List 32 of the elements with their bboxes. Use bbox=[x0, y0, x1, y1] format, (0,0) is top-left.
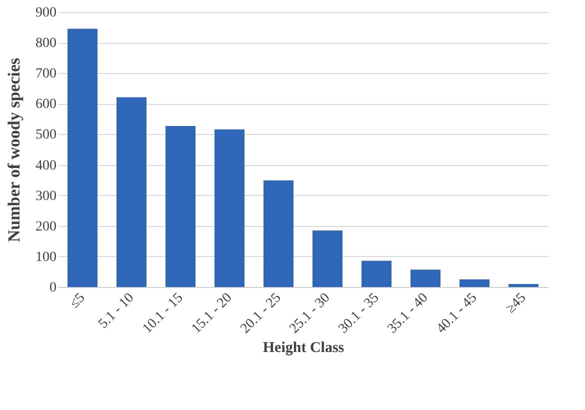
y-tick-label: 400 bbox=[36, 158, 56, 174]
bar bbox=[460, 279, 490, 287]
y-tick-label: 200 bbox=[36, 219, 56, 234]
x-tick-label: 35.1 - 40 bbox=[385, 290, 432, 337]
y-tick-label: 900 bbox=[36, 6, 56, 20]
y-tick-label: 700 bbox=[36, 66, 56, 82]
y-tick-label: 800 bbox=[36, 36, 56, 52]
x-tick-label: 25.1 - 30 bbox=[287, 290, 334, 337]
x-tick-label: 5.1 - 10 bbox=[96, 290, 138, 332]
bar bbox=[116, 97, 146, 287]
y-tick-label: 0 bbox=[50, 280, 56, 296]
x-tick-label: ≤5 bbox=[67, 290, 88, 312]
y-tick-label: 600 bbox=[36, 97, 56, 112]
y-tick-label: 300 bbox=[36, 188, 56, 204]
bar bbox=[410, 270, 440, 287]
x-tick-label: 40.1 - 45 bbox=[434, 290, 480, 337]
bar bbox=[68, 28, 98, 287]
y-tick-label: 500 bbox=[36, 128, 56, 143]
x-tick-label: 30.1 - 35 bbox=[336, 290, 382, 337]
bar bbox=[312, 230, 342, 287]
x-tick-label: 15.1 - 20 bbox=[189, 290, 236, 337]
bar bbox=[362, 260, 392, 287]
x-axis-title: Height Class bbox=[262, 340, 344, 356]
y-axis-title: Number of woody species bbox=[4, 57, 24, 242]
bar bbox=[264, 180, 294, 287]
x-tick-label: ≥45 bbox=[503, 290, 530, 316]
y-tick-label: 100 bbox=[36, 250, 56, 265]
x-tick-label: 10.1 - 15 bbox=[140, 290, 186, 337]
bar bbox=[166, 126, 196, 287]
bar bbox=[508, 284, 538, 287]
bar bbox=[214, 129, 244, 287]
x-tick-label: 20.1 - 25 bbox=[238, 290, 284, 337]
